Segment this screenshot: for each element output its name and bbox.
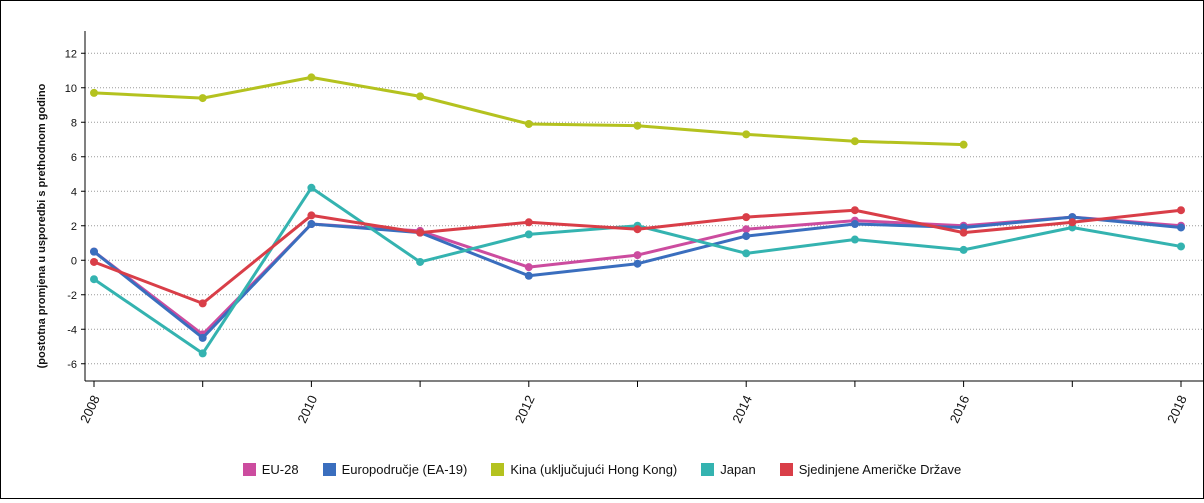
data-point	[633, 225, 642, 234]
grid-layer	[85, 52, 1203, 365]
x-tick-label: 2018	[1164, 393, 1190, 426]
series-layer	[90, 73, 1185, 358]
data-point	[90, 275, 98, 284]
data-point	[1068, 218, 1077, 227]
data-point	[850, 220, 859, 229]
series-3	[90, 183, 1185, 358]
y-tick-label: 12	[65, 48, 77, 60]
data-point	[524, 263, 533, 272]
x-tick-label: 2010	[294, 393, 320, 426]
data-point	[524, 119, 533, 128]
data-point	[633, 251, 642, 260]
data-point	[959, 228, 968, 237]
data-point	[742, 225, 751, 234]
data-point	[742, 213, 751, 222]
legend-label: Europodručje (EA-19)	[341, 461, 468, 477]
data-point	[524, 271, 533, 280]
legend-item: EU-28	[242, 458, 299, 480]
legend: EU-28 Europodručje (EA-19) Kina (uključuju…	[0, 458, 1204, 480]
data-point	[742, 130, 751, 139]
data-point	[633, 121, 642, 130]
x-tick-label: 2016	[947, 393, 973, 426]
legend-swatch	[491, 462, 505, 476]
series-1	[90, 213, 1185, 342]
data-point	[307, 211, 316, 220]
legend-swatch	[779, 462, 793, 476]
legend-swatch	[701, 462, 715, 476]
y-tick-label: 10	[65, 83, 77, 95]
data-point	[307, 73, 316, 82]
y-tick-label: 8	[71, 117, 77, 129]
legend-label: Kina (uključujući Hong Kong)	[510, 461, 678, 477]
y-tick-label: -6	[67, 359, 77, 371]
data-point	[198, 94, 207, 103]
series-line	[93, 75, 964, 147]
y-tick-label: -4	[67, 324, 77, 336]
x-tick-label: 2012	[512, 393, 538, 426]
data-point	[959, 245, 968, 254]
data-point	[90, 247, 98, 256]
y-tick-label: 0	[71, 255, 77, 267]
data-point	[742, 232, 751, 241]
y-tick-label: 2	[71, 221, 77, 233]
series-line	[93, 186, 1182, 355]
legend-label: Sjedinjene Američke Države	[798, 461, 962, 477]
legend-item: Sjedinjene Američke Države	[779, 458, 962, 480]
series-2	[90, 73, 968, 149]
data-point	[850, 206, 859, 215]
data-point	[416, 257, 425, 266]
data-point	[416, 228, 425, 237]
data-point	[198, 349, 207, 358]
x-tick-label: 2008	[77, 393, 103, 426]
data-point	[416, 92, 425, 101]
data-point	[959, 140, 968, 149]
data-point	[1177, 223, 1185, 232]
legend-label: Japan	[720, 461, 756, 477]
legend-item: Japan	[701, 458, 756, 480]
data-point	[633, 259, 642, 268]
y-tick-label: 6	[71, 152, 77, 164]
data-point	[198, 299, 207, 308]
legend-item: Europodručje (EA-19)	[322, 458, 468, 480]
series-line	[93, 215, 1182, 336]
data-point	[1177, 242, 1185, 251]
data-point	[850, 137, 859, 146]
y-axis-label: (postotna promjena u usporedbi s prethod…	[36, 83, 48, 368]
legend-swatch	[242, 462, 256, 476]
series-4	[90, 206, 1185, 308]
data-point	[90, 257, 98, 266]
data-point	[524, 218, 533, 227]
x-tick-label: 2014	[729, 393, 755, 426]
data-point	[742, 249, 751, 258]
data-point	[90, 88, 98, 97]
legend-swatch	[322, 462, 336, 476]
y-tick-label: -2	[67, 290, 77, 302]
legend-item: Kina (uključujući Hong Kong)	[491, 458, 677, 480]
data-point	[307, 220, 316, 229]
data-point	[198, 333, 207, 342]
y-tick-label: 4	[71, 186, 77, 198]
data-point	[1177, 206, 1185, 215]
data-point	[524, 230, 533, 239]
data-point	[307, 183, 316, 192]
legend-label: EU-28	[261, 461, 299, 477]
data-point	[850, 235, 859, 244]
